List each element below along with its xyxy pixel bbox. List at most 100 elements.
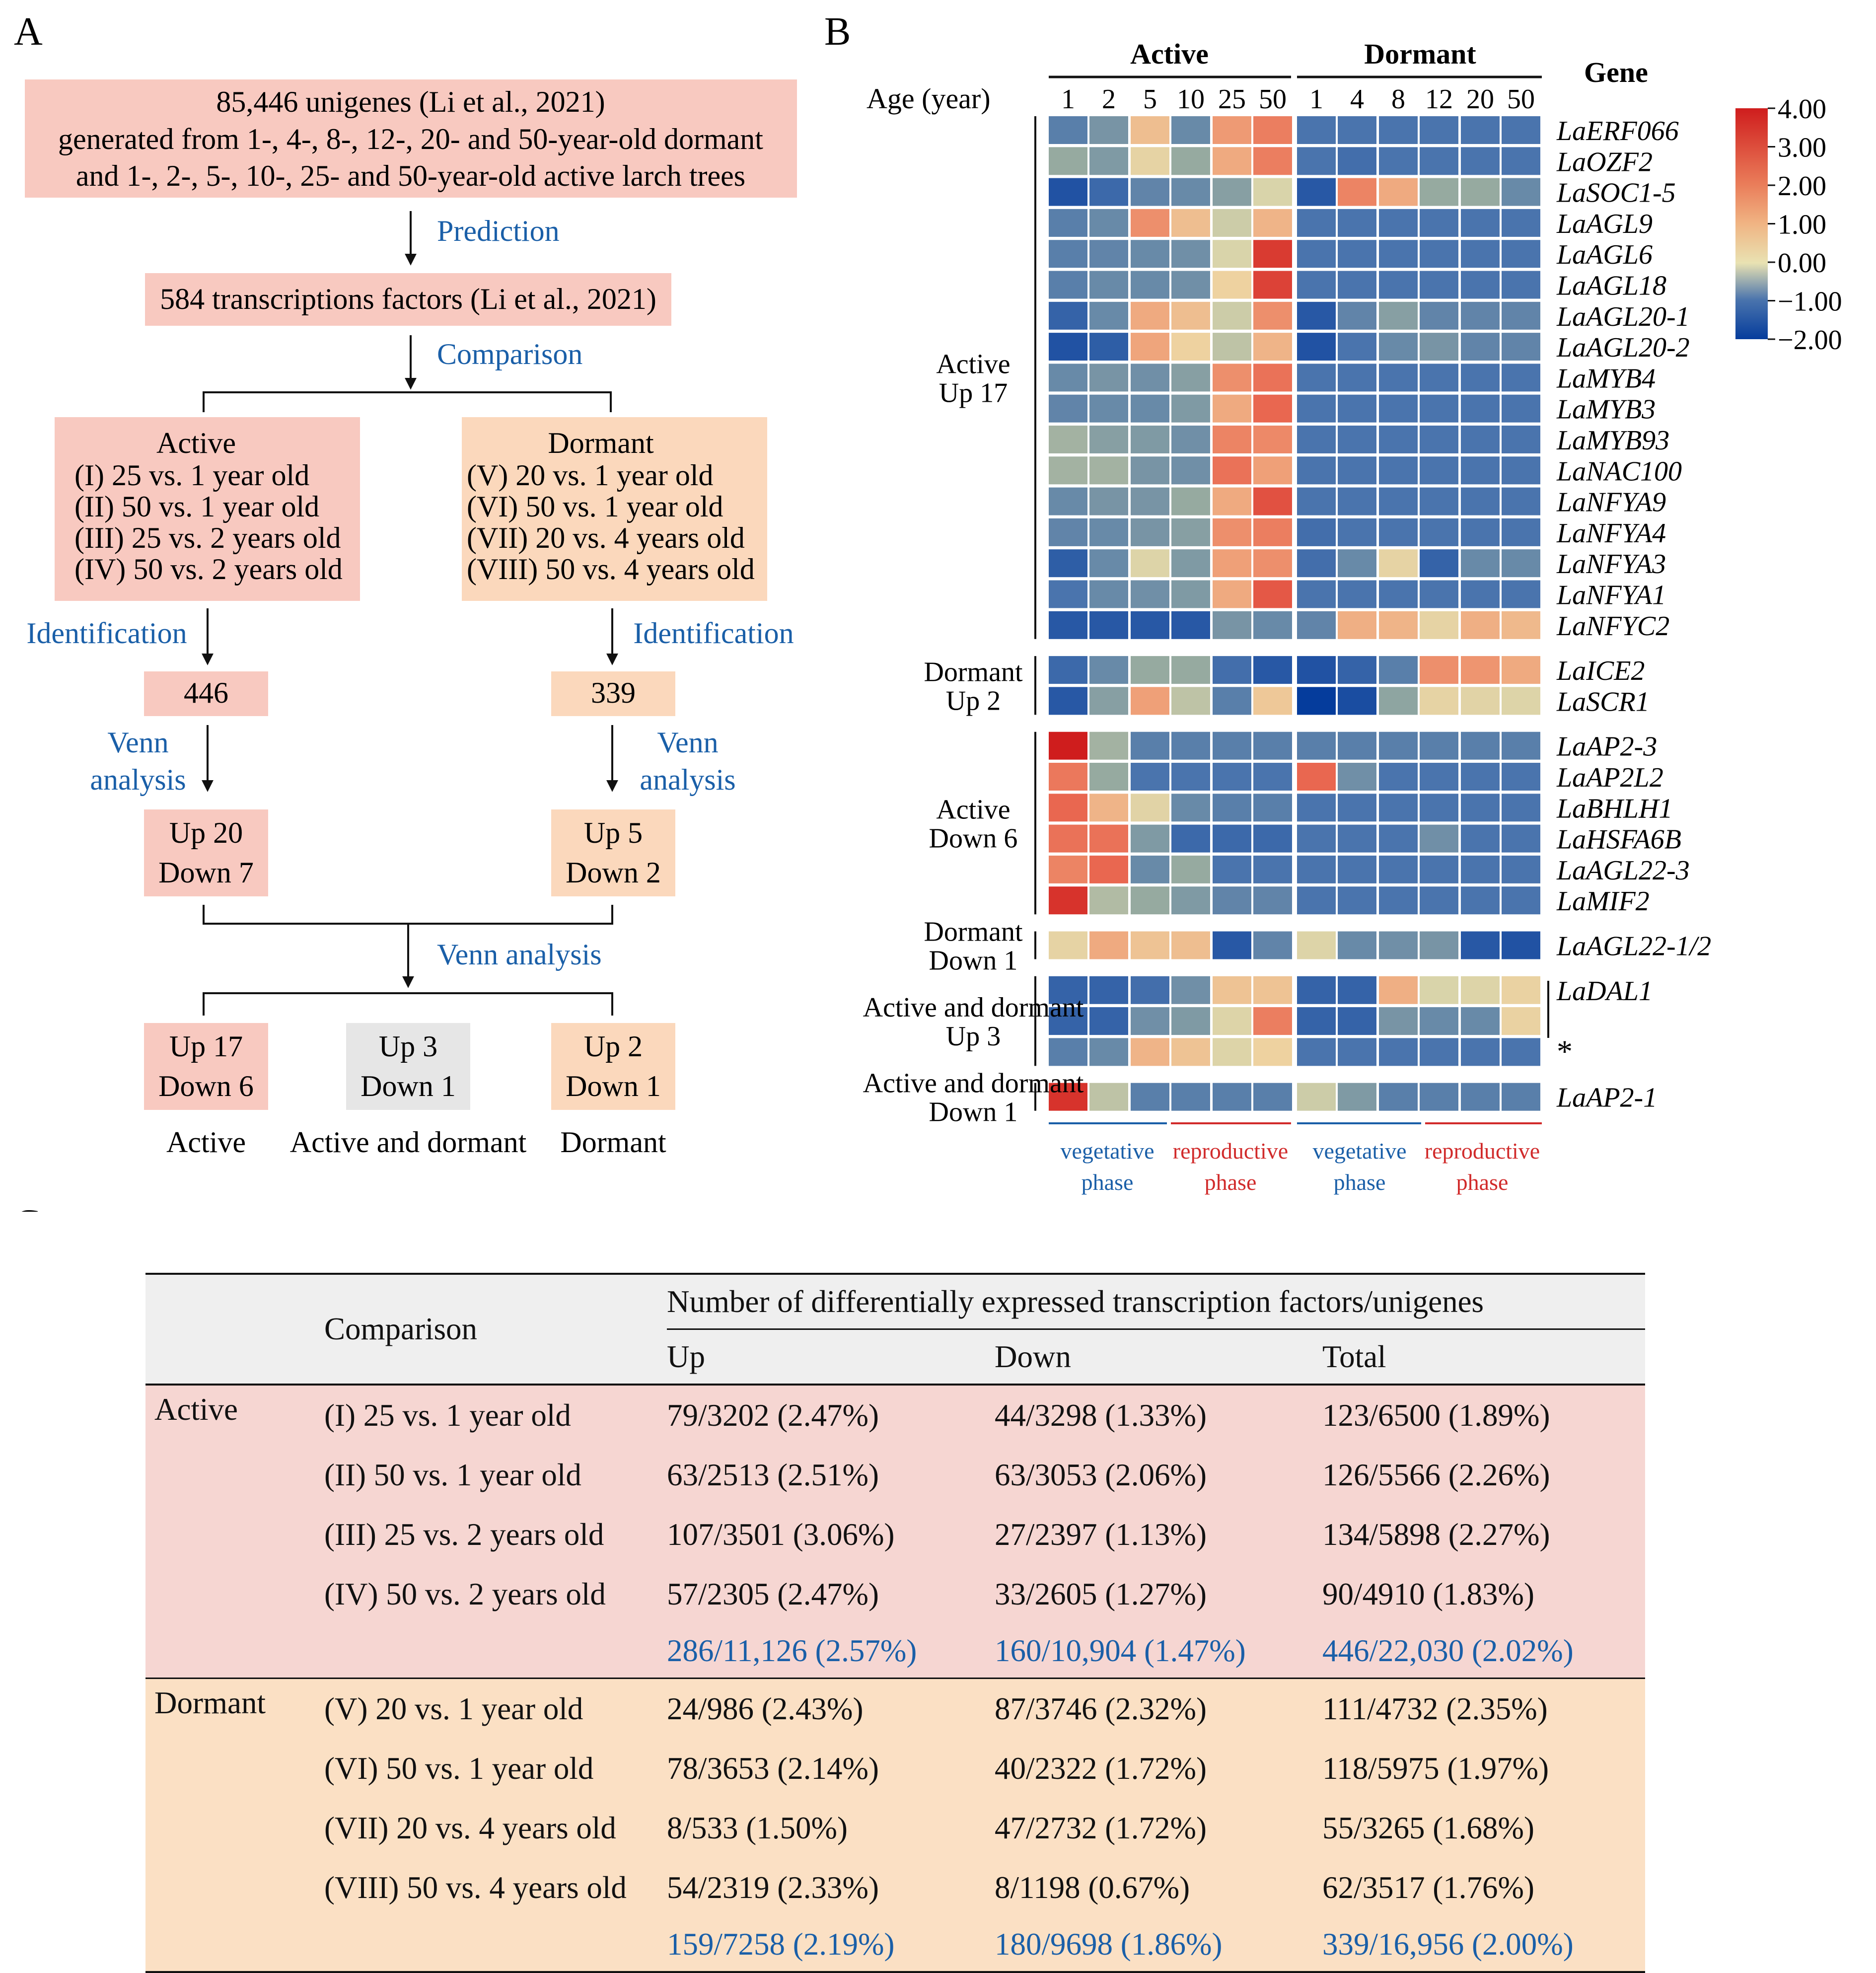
heatmap-cell	[1502, 549, 1540, 578]
heatmap-cell	[1253, 611, 1292, 639]
heatmap-cell	[1420, 656, 1458, 684]
identification-label-active: Identification	[26, 617, 187, 650]
table-row: (VII) 20 vs. 4 years old 8/533 (1.50%) 47/…	[145, 1798, 1645, 1858]
heatmap-cell	[1049, 271, 1087, 299]
gene-label: LaSOC1-5	[1556, 178, 1676, 209]
unigene-line-2: generated from 1-, 4-, 8-, 12-, 20- and …	[58, 123, 763, 155]
gene-label: LaNFYA4	[1556, 518, 1666, 549]
active-count: 446	[184, 676, 228, 709]
heatmap-cell	[1089, 301, 1128, 330]
heatmap-cell	[1379, 1007, 1418, 1035]
heatmap-cell	[1502, 487, 1540, 515]
heatmap-cell	[1253, 794, 1292, 822]
heatmap-cell	[1171, 824, 1210, 853]
heatmap-cell	[1049, 763, 1087, 791]
heatmap-cell	[1338, 240, 1376, 268]
table-cell: 62/3517 (1.76%)	[1322, 1870, 1534, 1905]
heatmap-cell	[1461, 656, 1500, 684]
gene-label: LaAP2-1	[1556, 1083, 1657, 1113]
heatmap-cell	[1253, 240, 1292, 268]
heatmap-cell	[1420, 763, 1458, 791]
heatmap-cell	[1338, 301, 1376, 330]
heatmap-cell	[1171, 976, 1210, 1004]
heatmap-cell	[1049, 116, 1087, 144]
group-label: Down 1	[929, 946, 1018, 976]
gene-label: LaAGL20-1	[1556, 301, 1690, 332]
phase-reproductive-active-2: phase	[1205, 1169, 1257, 1195]
heatmap-cell	[1131, 731, 1169, 760]
heatmap-cell	[1379, 518, 1418, 546]
heatmap-cell	[1379, 656, 1418, 684]
heatmap-cell	[1171, 763, 1210, 791]
heatmap-cell	[1049, 1038, 1087, 1066]
heatmap-cell	[1253, 580, 1292, 608]
heatmap-cell	[1297, 580, 1336, 608]
heatmap-cell	[1420, 1007, 1458, 1035]
heatmap-cell	[1089, 1038, 1128, 1066]
table-header-total: Total	[1322, 1339, 1386, 1374]
group-label: Active and dormant	[863, 1068, 1084, 1099]
heatmap-cell	[1297, 794, 1336, 822]
heatmap-cell	[1049, 1007, 1087, 1035]
heatmap-cell	[1253, 147, 1292, 175]
heatmap-cell	[1049, 178, 1087, 206]
heatmap-cell	[1089, 333, 1128, 361]
table-summary-cell: 446/22,030 (2.02%)	[1322, 1633, 1574, 1668]
tf-box	[145, 273, 671, 326]
table-cell: (VIII) 50 vs. 4 years old	[324, 1870, 627, 1905]
heatmap-cell	[1089, 116, 1128, 144]
heatmap-cell	[1213, 976, 1251, 1004]
heatmap-cell	[1379, 794, 1418, 822]
heatmap-cell	[1049, 931, 1087, 959]
heatmap-cell	[1338, 364, 1376, 392]
heatmap-cell	[1213, 178, 1251, 206]
heatmap-cell	[1420, 931, 1458, 959]
dormant-comparison-box	[462, 417, 767, 601]
table-cell: 107/3501 (3.06%)	[667, 1517, 895, 1552]
heatmap-cell	[1131, 886, 1169, 915]
heatmap-cell	[1297, 518, 1336, 546]
heatmap-cell	[1297, 656, 1336, 684]
heatmap-cell	[1502, 763, 1540, 791]
panel-b-label: B	[824, 10, 851, 54]
heatmap-cell	[1213, 580, 1251, 608]
heatmap-cell	[1338, 1083, 1376, 1111]
table-cell: 24/986 (2.43%)	[667, 1691, 864, 1726]
gene-label: LaNFYC2	[1556, 611, 1669, 642]
figure-canvas: A 85,446 unigenes (Li et al., 2021) gene…	[14, 10, 1842, 1212]
heatmap-cell	[1253, 518, 1292, 546]
heatmap-cell	[1461, 1083, 1500, 1111]
group-label: Up 3	[946, 1021, 1001, 1052]
heatmap-cell	[1461, 794, 1500, 822]
heatmap-cell	[1420, 394, 1458, 423]
panel-b-heatmap: B Active Dormant Age (year) Gene 1 2 5 10 25…	[824, 10, 1842, 1195]
heatmap-cell	[1089, 364, 1128, 392]
table-header-blank	[145, 1274, 324, 1385]
table-summary-cell: 160/10,904 (1.47%)	[995, 1633, 1246, 1668]
heatmap-cell	[1213, 364, 1251, 392]
gene-label: LaAGL6	[1556, 239, 1653, 270]
heatmap-cell	[1502, 1083, 1540, 1111]
heatmap-cell	[1171, 855, 1210, 883]
table-header-main: Number of differentially expressed trans…	[667, 1274, 1645, 1330]
heatmap-cell	[1461, 931, 1500, 959]
heatmap-cell	[1297, 456, 1336, 485]
gene-label: LaDAL1	[1556, 976, 1653, 1007]
identification-label-dormant: Identification	[633, 617, 794, 650]
heatmap-cell	[1213, 240, 1251, 268]
heatmap-cell	[1213, 656, 1251, 684]
heatmap-cell	[1420, 209, 1458, 237]
heatmap-cell	[1461, 456, 1500, 485]
heatmap-cell	[1171, 931, 1210, 959]
heatmap-cell	[1253, 931, 1292, 959]
heatmap-cell	[1049, 731, 1087, 760]
gene-label: LaAGL20-2	[1556, 332, 1690, 363]
heatmap-cell	[1253, 1083, 1292, 1111]
heatmap-cell	[1338, 656, 1376, 684]
heatmap-cell	[1089, 580, 1128, 608]
heatmap-cell	[1171, 456, 1210, 485]
heatmap-cell	[1338, 487, 1376, 515]
table-cell: 126/5566 (2.26%)	[1322, 1457, 1550, 1492]
heatmap-cell	[1379, 687, 1418, 715]
heatmap-cell	[1049, 518, 1087, 546]
